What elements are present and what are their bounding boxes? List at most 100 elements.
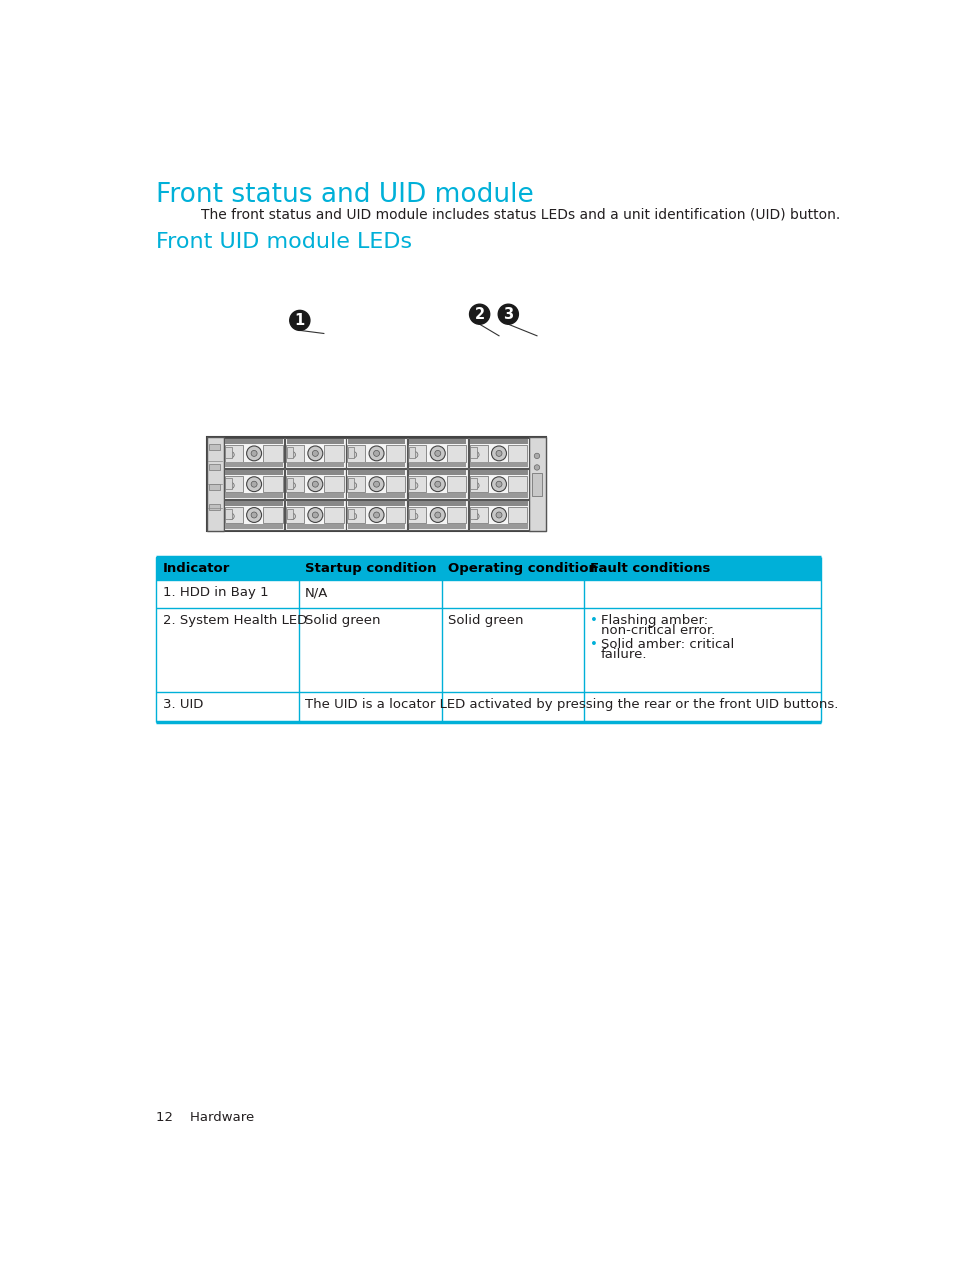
Circle shape	[534, 454, 539, 459]
Text: failure.: failure.	[599, 648, 646, 661]
Circle shape	[412, 513, 417, 520]
Bar	[286, 470, 344, 475]
Bar	[348, 493, 405, 498]
Circle shape	[369, 477, 384, 492]
Bar	[285, 469, 345, 500]
Bar	[348, 463, 405, 468]
Circle shape	[430, 446, 445, 461]
Circle shape	[374, 450, 379, 456]
Bar	[207, 437, 546, 531]
Bar	[348, 438, 405, 445]
Bar	[468, 500, 529, 530]
Text: Solid amber: critical: Solid amber: critical	[599, 638, 733, 652]
Bar	[225, 524, 282, 529]
Circle shape	[350, 451, 356, 458]
Bar	[407, 500, 468, 530]
Circle shape	[247, 507, 261, 522]
Circle shape	[374, 512, 379, 519]
Bar	[508, 507, 527, 524]
Bar	[347, 507, 365, 524]
Bar	[286, 508, 293, 520]
Bar	[385, 507, 404, 524]
Bar	[469, 507, 487, 524]
Bar	[324, 445, 343, 461]
Bar	[409, 478, 415, 488]
Bar	[470, 501, 527, 506]
Bar	[446, 507, 466, 524]
Circle shape	[228, 451, 234, 458]
Circle shape	[496, 512, 501, 519]
Text: 2: 2	[474, 306, 484, 322]
Bar	[348, 470, 405, 475]
Bar	[286, 507, 304, 524]
Circle shape	[412, 483, 417, 488]
Bar	[209, 444, 220, 450]
Text: Indicator: Indicator	[162, 562, 230, 574]
Bar	[224, 475, 242, 492]
Bar	[286, 438, 344, 445]
Bar	[347, 445, 365, 461]
Bar	[470, 524, 527, 529]
Bar	[286, 463, 344, 468]
Bar	[286, 475, 304, 492]
Circle shape	[430, 507, 445, 522]
Bar	[348, 501, 405, 506]
Bar	[286, 493, 344, 498]
Circle shape	[435, 450, 440, 456]
Bar	[225, 508, 232, 520]
Text: 3: 3	[503, 306, 513, 322]
Bar	[263, 475, 282, 492]
Bar	[408, 445, 426, 461]
Bar	[225, 501, 282, 506]
Circle shape	[534, 465, 539, 470]
Bar	[224, 438, 284, 468]
Text: Operating condition: Operating condition	[447, 562, 598, 574]
Circle shape	[289, 451, 295, 458]
Circle shape	[289, 513, 295, 520]
Bar	[470, 470, 527, 475]
Bar	[348, 447, 354, 458]
Bar	[470, 508, 476, 520]
Circle shape	[251, 512, 256, 519]
Text: Front status and UID module: Front status and UID module	[156, 182, 534, 207]
Circle shape	[491, 507, 506, 522]
Circle shape	[228, 513, 234, 520]
Bar	[286, 524, 344, 529]
Bar	[207, 437, 224, 531]
Bar	[263, 445, 282, 461]
Bar	[346, 500, 406, 530]
Bar	[225, 470, 282, 475]
Bar	[409, 524, 466, 529]
Circle shape	[308, 477, 322, 492]
Bar	[508, 445, 527, 461]
Bar	[408, 475, 426, 492]
Bar	[409, 501, 466, 506]
Bar	[468, 438, 529, 468]
Bar	[209, 503, 220, 510]
Bar	[409, 470, 466, 475]
Bar	[407, 438, 468, 468]
Circle shape	[290, 310, 310, 330]
Text: non-critical error.: non-critical error.	[599, 624, 714, 637]
Text: Startup condition: Startup condition	[305, 562, 436, 574]
Bar	[470, 478, 476, 488]
Text: Solid green: Solid green	[305, 614, 380, 627]
Bar	[286, 445, 304, 461]
Circle shape	[228, 483, 234, 488]
Bar	[508, 475, 527, 492]
Bar	[468, 469, 529, 500]
Bar	[324, 507, 343, 524]
Circle shape	[308, 446, 322, 461]
Bar	[209, 464, 220, 470]
Circle shape	[308, 507, 322, 522]
Circle shape	[251, 482, 256, 487]
Circle shape	[247, 446, 261, 461]
Text: N/A: N/A	[305, 586, 328, 599]
Bar	[470, 438, 527, 445]
Bar	[532, 473, 541, 496]
Bar	[286, 501, 344, 506]
Text: The UID is a locator LED activated by pressing the rear or the front UID buttons: The UID is a locator LED activated by pr…	[305, 699, 838, 712]
Circle shape	[350, 513, 356, 520]
Bar	[446, 475, 466, 492]
Bar	[209, 484, 220, 489]
